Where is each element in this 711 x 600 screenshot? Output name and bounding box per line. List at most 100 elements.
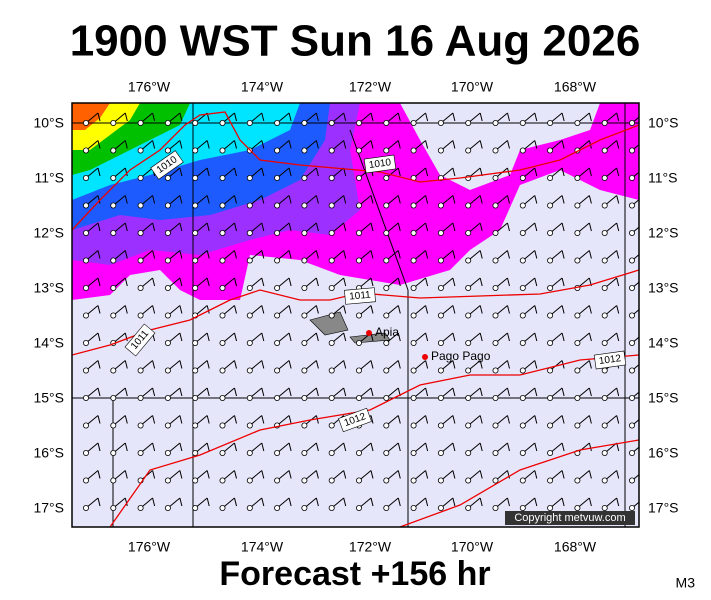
barb-station: [383, 257, 390, 264]
barb-station: [519, 120, 526, 127]
barb-station: [219, 174, 226, 181]
barb-station: [465, 120, 472, 127]
lat-label: 17°S: [33, 500, 64, 516]
barb-station: [465, 229, 472, 236]
barb-station: [110, 202, 117, 209]
barb-station: [246, 477, 253, 484]
barb-station: [246, 202, 253, 209]
barb-flag: [397, 195, 401, 204]
barb-flag: [452, 222, 456, 232]
barb-flag: [179, 332, 183, 342]
barb-flag: [97, 470, 101, 479]
barb-flag: [479, 387, 483, 397]
barb-station: [83, 367, 90, 374]
barb-flag: [507, 387, 510, 397]
barb-station: [601, 394, 608, 401]
barb-station: [492, 367, 499, 374]
barb-flag: [179, 497, 183, 507]
barb-station: [383, 284, 390, 291]
copyright: Copyright metvuw.com: [514, 512, 625, 524]
barb-station: [328, 229, 335, 236]
barb-station: [519, 147, 526, 154]
barb-station: [601, 422, 608, 429]
barb-flag: [343, 305, 347, 314]
barb-station: [274, 339, 281, 346]
isobar-label-box: [593, 350, 627, 370]
barb-flag: [234, 442, 237, 452]
lat-label: 13°S: [33, 280, 64, 296]
lon-label: 170°W: [451, 79, 494, 95]
barb-flag: [616, 470, 620, 479]
barb-station: [192, 284, 199, 291]
barb-station: [629, 449, 636, 456]
barb-flag: [534, 305, 538, 314]
barb-flag: [97, 167, 101, 177]
barb-station: [192, 202, 199, 209]
barb-flag: [588, 222, 592, 232]
barb-flag: [261, 140, 265, 149]
barb-flag: [561, 222, 565, 232]
barb-station: [301, 202, 308, 209]
barb-flag: [534, 387, 538, 397]
barb-flag: [288, 250, 292, 259]
barb-flag: [124, 387, 128, 397]
barb-flag: [206, 140, 210, 149]
barb-flag: [644, 251, 646, 259]
barb-station: [547, 339, 554, 346]
barb-station: [519, 257, 526, 264]
barb-flag: [288, 442, 292, 452]
barb-flag: [343, 470, 347, 479]
barb-flag: [315, 250, 319, 259]
barb-flag: [370, 195, 374, 204]
barb-station: [492, 339, 499, 346]
barb-station: [410, 339, 417, 346]
barb-station: [301, 229, 308, 236]
barb-station: [274, 504, 281, 511]
barb-station: [601, 202, 608, 209]
barb-flag: [452, 112, 456, 122]
barb-flag: [124, 277, 128, 287]
barb-station: [410, 477, 417, 484]
barb-station: [137, 120, 144, 127]
barb-flag: [261, 497, 265, 507]
barb-station: [519, 422, 526, 429]
barb-station: [274, 284, 281, 291]
barb-flag: [124, 332, 128, 342]
barb-station: [492, 284, 499, 291]
barb-station: [437, 422, 444, 429]
barb-flag: [152, 277, 156, 287]
barb-flag: [479, 195, 483, 204]
barb-station: [601, 504, 608, 511]
barb-flag: [425, 360, 429, 369]
barb-flag: [616, 222, 620, 232]
isobars: [72, 111, 639, 527]
barb-flag: [343, 360, 347, 369]
barb-station: [629, 367, 636, 374]
barb-station: [355, 202, 362, 209]
barb-station: [137, 449, 144, 456]
barb-station: [492, 312, 499, 319]
barb-station: [547, 229, 554, 236]
barb-flag: [315, 497, 319, 507]
lon-label: 168°W: [554, 539, 597, 555]
barb-flag: [288, 277, 292, 287]
barb-flag: [588, 112, 592, 122]
lat-label: 10°S: [648, 115, 679, 131]
lat-label: 12°S: [33, 225, 64, 241]
barb-station: [410, 367, 417, 374]
barb-station: [629, 339, 636, 346]
barb-station: [355, 339, 362, 346]
barb-station: [601, 174, 608, 181]
barb-station: [465, 449, 472, 456]
barb-station: [83, 229, 90, 236]
barb-station: [547, 504, 554, 511]
barb-flag: [479, 250, 483, 259]
barb-flag: [479, 277, 483, 287]
barb-station: [355, 257, 362, 264]
isobar-label: 1010: [363, 154, 397, 174]
barb-flag: [479, 360, 483, 369]
barb-flag: [234, 167, 237, 177]
barb-station: [383, 229, 390, 236]
barb-station: [355, 449, 362, 456]
barb-flag: [124, 360, 128, 369]
